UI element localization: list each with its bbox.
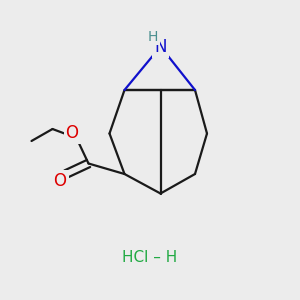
Text: HCl – H: HCl – H — [122, 250, 178, 266]
Text: N: N — [154, 38, 167, 56]
Text: O: O — [65, 124, 79, 142]
Text: O: O — [53, 172, 67, 190]
Text: H: H — [148, 30, 158, 44]
